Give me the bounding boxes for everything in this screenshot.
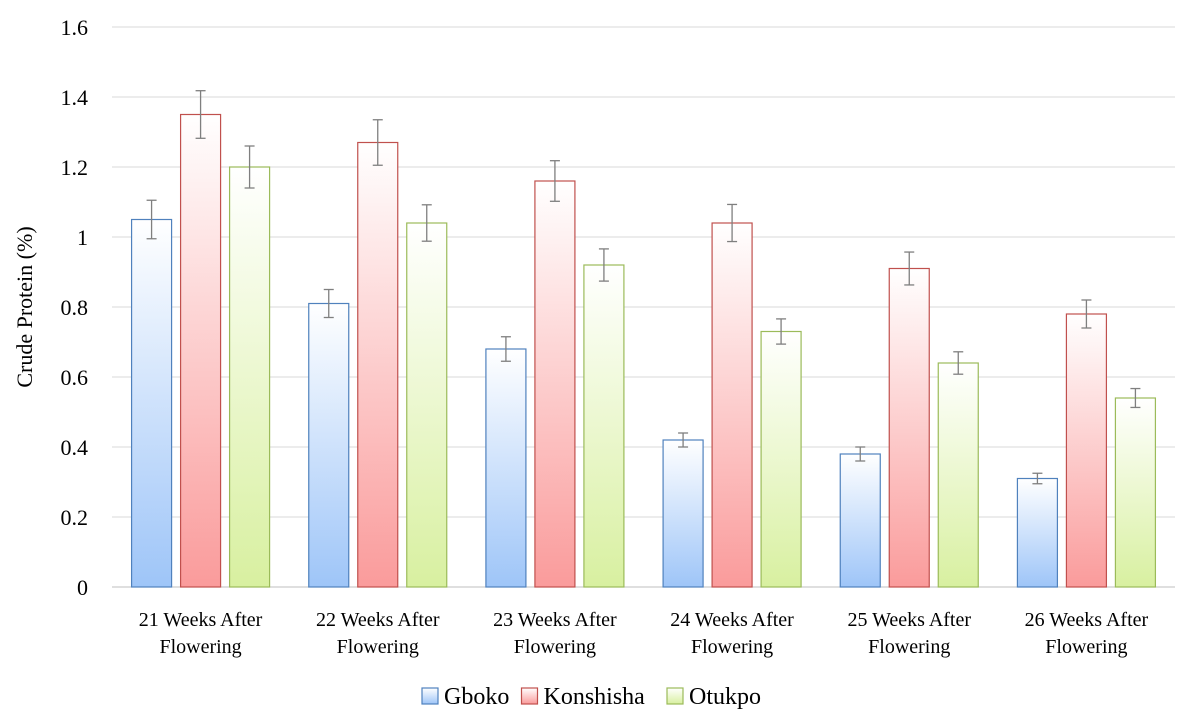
y-axis-title: Crude Protein (%) <box>12 226 37 387</box>
error-bar <box>727 203 738 243</box>
error-bar <box>678 432 689 448</box>
error-bar <box>1032 472 1043 485</box>
bar-gboko-4 <box>662 439 704 588</box>
y-tick-label: 1 <box>77 225 88 250</box>
bar-gboko-5 <box>839 453 881 588</box>
bar-gboko-2 <box>308 302 350 588</box>
error-bar <box>904 251 915 286</box>
bar-konshisha-5 <box>888 267 930 588</box>
bar-konshisha-3 <box>534 180 576 588</box>
error-bar <box>776 318 787 345</box>
x-tick-label: 21 Weeks After Flowering <box>139 609 263 658</box>
error-bar <box>323 288 334 319</box>
y-tick-label: 0.8 <box>61 295 89 320</box>
error-bar <box>549 160 560 202</box>
error-bar <box>1081 299 1092 329</box>
y-axis-ticks: 0 0.2 0.4 0.6 0.8 1 1.2 1.4 1.6 <box>61 15 89 600</box>
legend-item-otukpo: Otukpo <box>666 684 761 710</box>
bar-konshisha-1 <box>179 113 222 588</box>
legend-label: Otukpo <box>689 684 761 710</box>
error-bar <box>244 145 255 189</box>
bar-otukpo-1 <box>228 166 271 588</box>
error-bar <box>855 446 866 462</box>
error-bar <box>195 90 206 139</box>
legend-label: Konshisha <box>544 684 646 710</box>
error-bar <box>500 336 511 362</box>
legend-swatch <box>520 687 539 705</box>
gridlines <box>112 26 1175 588</box>
bar-konshisha-4 <box>711 222 753 588</box>
bar-konshisha-6 <box>1065 313 1108 588</box>
bar-gboko-6 <box>1016 477 1059 588</box>
bar-otukpo-3 <box>583 264 625 588</box>
bar-gboko-1 <box>130 218 173 588</box>
y-tick-label: 0.4 <box>61 435 89 460</box>
error-bar <box>598 248 609 282</box>
x-tick-label: 24 Weeks After Flowering <box>670 609 794 658</box>
y-tick-label: 0.2 <box>61 505 89 530</box>
error-bar <box>421 204 432 242</box>
bar-gboko-3 <box>485 348 527 588</box>
y-tick-label: 1.2 <box>61 155 89 180</box>
y-tick-label: 1.6 <box>61 15 89 40</box>
y-tick-label: 1.4 <box>61 85 89 110</box>
x-tick-label: 22 Weeks After Flowering <box>316 609 440 658</box>
legend-item-konshisha: Konshisha <box>520 684 646 710</box>
y-tick-label: 0.6 <box>61 365 89 390</box>
legend-label: Gboko <box>444 684 509 710</box>
x-axis-labels: 21 Weeks After Flowering 22 Weeks After Flo… <box>139 609 1149 658</box>
error-bars <box>146 90 1141 485</box>
bar-otukpo-2 <box>406 222 448 588</box>
legend-swatch <box>666 687 684 705</box>
x-tick-label: 23 Weeks After Flowering <box>493 609 617 658</box>
error-bar <box>146 199 157 240</box>
legend-swatch <box>421 687 439 705</box>
x-tick-label: 25 Weeks After Flowering <box>847 609 971 658</box>
bar-otukpo-6 <box>1114 397 1157 588</box>
bars <box>130 113 1157 588</box>
error-bar <box>953 351 964 375</box>
x-tick-label: 26 Weeks After Flowering <box>1025 609 1149 658</box>
error-bar <box>372 119 383 166</box>
bar-konshisha-2 <box>357 141 399 588</box>
error-bar <box>1130 387 1141 409</box>
bar-otukpo-5 <box>937 362 979 588</box>
bar-otukpo-4 <box>760 330 802 588</box>
y-tick-label: 0 <box>77 575 88 600</box>
legend-item-gboko: Gboko <box>421 684 509 710</box>
legend: Gboko Konshisha Otukpo <box>421 684 761 710</box>
